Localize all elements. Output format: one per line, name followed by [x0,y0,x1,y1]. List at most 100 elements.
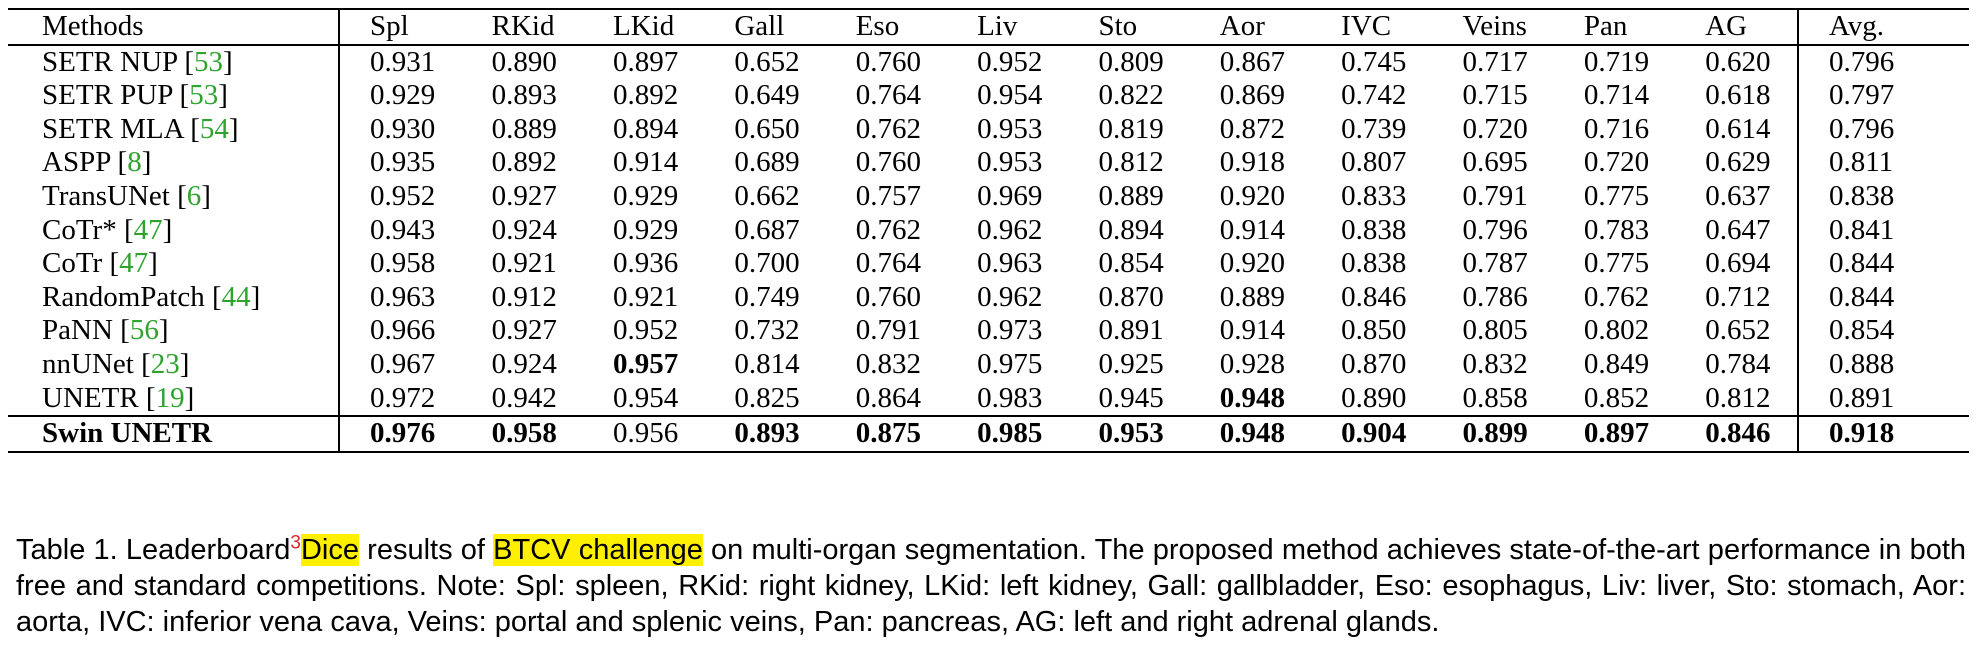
table-row: PaNN [56] 0.966 0.927 0.952 0.732 0.791 0.973 0… [8,314,1969,348]
dice-score-cell: 0.893 [734,417,800,450]
dice-score-cell: 0.872 [1219,112,1286,145]
table-row: CoTr [47] 0.958 0.921 0.936 0.700 0.764 0.963 0… [8,247,1969,281]
results-table-container: Methods Spl RKid LKid Gall Eso Liv Sto Aor IVC Vei… [8,8,1969,453]
dice-score-cell: 0.890 [491,45,557,78]
dice-score-cell: 0.945 [1098,381,1164,414]
dice-score-cell: 0.687 [734,213,800,246]
citation-link[interactable]: 8 [127,146,142,179]
column-header: Pan [1583,10,1628,42]
citation-link[interactable]: 47 [133,213,163,246]
dice-score-cell: 0.891 [1098,314,1164,347]
table-row: CoTr* [47] 0.943 0.924 0.929 0.687 0.762 0.962… [8,213,1969,248]
dice-score-cell: 0.963 [977,247,1043,280]
dice-score-cell: 0.809 [1098,45,1164,78]
dice-score-cell: 0.972 [370,381,436,414]
method-cell: UNETR [19] [8,381,340,417]
citation-link[interactable]: 47 [119,247,149,280]
dice-score-cell: 0.948 [1219,381,1286,414]
dice-score-cell: 0.890 [1341,381,1407,414]
dice-score-cell: 0.783 [1583,213,1650,246]
average-score-cell: 0.888 [1797,347,1969,382]
column-header: Liv [977,10,1018,42]
citation-link[interactable]: 6 [186,179,202,212]
column-header: Gall [734,10,785,42]
citation-bracket: [ [211,280,222,313]
citation-bracket: ] [250,280,261,313]
dice-score-cell: 0.935 [370,146,436,179]
dice-score-cell: 0.715 [1462,79,1528,112]
dice-score-cell: 0.649 [734,79,800,112]
method-name: SETR PUP [42,79,180,112]
dice-score-cell: 0.695 [1462,146,1528,179]
dice-score-cell: 0.924 [491,213,557,246]
dice-score-cell: 0.928 [1219,347,1286,380]
dice-score-cell: 0.921 [491,247,557,280]
dice-score-cell: 0.819 [1098,112,1164,145]
method-cell: nnUNet [23] [8,347,340,382]
dice-score-cell: 0.854 [1098,247,1164,280]
dice-score-cell: 0.787 [1462,247,1528,280]
method-cell: CoTr [47] [8,247,340,281]
citation-link[interactable]: 54 [199,112,229,145]
table-row: Swin UNETR 0.976 0.958 0.956 0.893 0.875 0.985… [8,416,1969,452]
dice-score-cell: 0.629 [1705,146,1771,179]
dice-score-cell: 0.760 [855,146,921,179]
dice-score-cell: 0.963 [370,280,436,313]
method-cell: RandomPatch [44] [8,280,340,315]
table-row: TransUNet [6] 0.952 0.927 0.929 0.662 0.757 0.… [8,179,1969,214]
dice-score-cell: 0.983 [977,381,1043,414]
dice-score-cell: 0.637 [1705,179,1771,212]
dice-score-cell: 0.791 [1462,179,1528,212]
citation-bracket: ] [158,314,169,347]
citation-bracket: ] [148,247,158,280]
dice-score-cell: 0.925 [1098,347,1164,380]
citation-bracket: [ [123,213,134,246]
dice-score-cell: 0.912 [491,280,557,313]
citation-link[interactable]: 23 [150,347,180,380]
citation-bracket: [ [109,247,120,280]
dice-score-cell: 0.892 [491,146,557,179]
dice-score-cell: 0.929 [613,179,679,212]
table-row: SETR NUP [53] 0.931 0.890 0.897 0.652 0.760 0.… [8,44,1969,80]
dice-score-cell: 0.822 [1098,79,1164,112]
dice-score-cell: 0.618 [1705,79,1771,112]
citation-link[interactable]: 44 [221,280,251,313]
column-header: Sto [1098,10,1138,42]
citation-bracket: ] [228,112,239,145]
citation-bracket: [ [190,112,200,145]
dice-score-cell: 0.958 [491,417,557,450]
dice-score-cell: 0.825 [734,381,800,414]
citation-link[interactable]: 53 [189,79,219,112]
column-header: Veins [1462,10,1527,42]
citation-link[interactable]: 56 [129,314,159,347]
column-header: Eso [855,10,900,42]
citation-link[interactable]: 53 [194,45,224,78]
dice-score-cell: 0.904 [1341,417,1407,450]
citation-bracket: [ [179,79,190,112]
column-header: Methods [8,9,340,45]
dice-score-cell: 0.775 [1583,179,1650,212]
dice-score-cell: 0.943 [370,213,436,246]
method-name: SETR MLA [42,112,191,145]
dice-score-cell: 0.985 [977,417,1043,450]
dice-score-cell: 0.967 [370,347,436,380]
average-score-cell: 0.841 [1797,213,1969,248]
results-table: Methods Spl RKid LKid Gall Eso Liv Sto Aor IVC Vei… [8,8,1969,453]
dice-score-cell: 0.814 [734,347,800,380]
dice-score-cell: 0.784 [1705,347,1771,380]
dice-score-cell: 0.662 [734,179,800,212]
dice-score-cell: 0.930 [370,112,436,145]
dice-score-cell: 0.689 [734,146,800,179]
dice-score-cell: 0.849 [1583,347,1650,380]
citation-bracket: ] [141,146,152,179]
citation-link[interactable]: 19 [155,381,185,414]
dice-score-cell: 0.927 [491,314,557,347]
dice-score-cell: 0.892 [613,79,679,112]
citation-bracket: ] [179,347,190,380]
dice-score-cell: 0.914 [613,146,679,179]
citation-bracket: ] [218,79,228,112]
caption-footnote-marker[interactable]: 3 [290,532,301,554]
method-name: ASPP [42,146,118,179]
dice-score-cell: 0.807 [1341,146,1407,179]
average-score-cell: 0.811 [1797,146,1969,180]
